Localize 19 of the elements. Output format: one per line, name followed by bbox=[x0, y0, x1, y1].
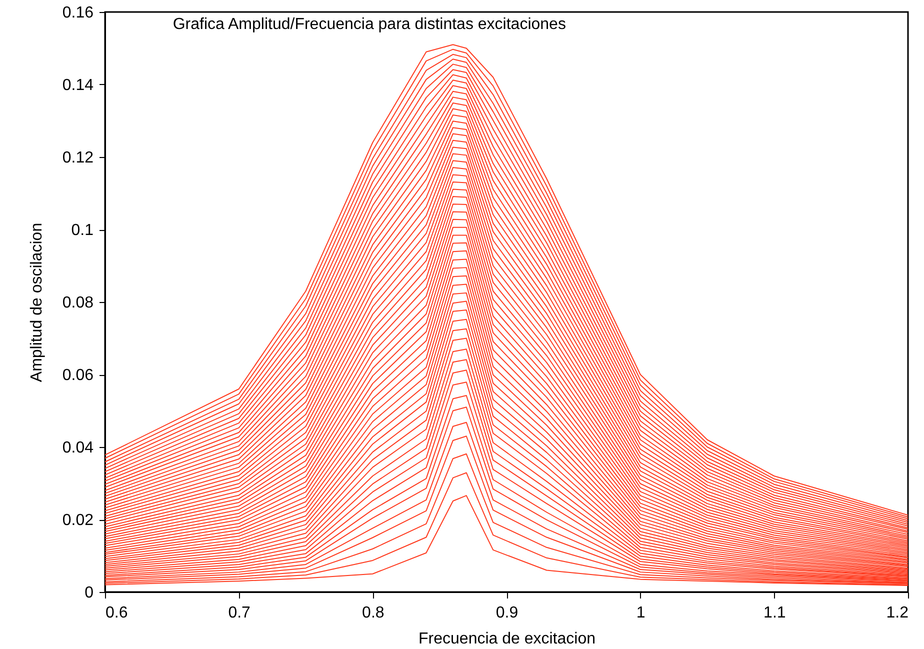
y-tick-label: 0.12 bbox=[62, 150, 94, 166]
x-axis-title: Frecuencia de excitacion bbox=[418, 630, 596, 648]
y-tick-label: 0.04 bbox=[62, 440, 94, 456]
y-tick-label: 0.08 bbox=[62, 294, 94, 312]
y-tick-label: 0.16 bbox=[62, 4, 94, 22]
y-tick-label: 0.02 bbox=[62, 512, 94, 529]
x-tick-label: 0.9 bbox=[496, 604, 518, 622]
x-tick-label: 1.2 bbox=[886, 604, 909, 622]
x-tick-label: 0.6 bbox=[106, 604, 128, 622]
x-tick-label: 1.1 bbox=[764, 604, 786, 622]
x-tick-label: 0.8 bbox=[362, 604, 384, 622]
x-tick-label: 1 bbox=[636, 604, 646, 622]
y-tick-label: 0.06 bbox=[62, 367, 94, 384]
chart-title: Grafica Amplitud/Frecuencia para distintas excitaciones bbox=[172, 16, 566, 33]
y-axis-title: Amplitud de oscilacion bbox=[28, 222, 46, 382]
y-tick-label: 0 bbox=[84, 584, 94, 602]
x-tick-label: 0.7 bbox=[228, 604, 251, 622]
y-tick-label: 0.14 bbox=[62, 77, 94, 94]
y-tick-label: 0.1 bbox=[71, 222, 94, 239]
